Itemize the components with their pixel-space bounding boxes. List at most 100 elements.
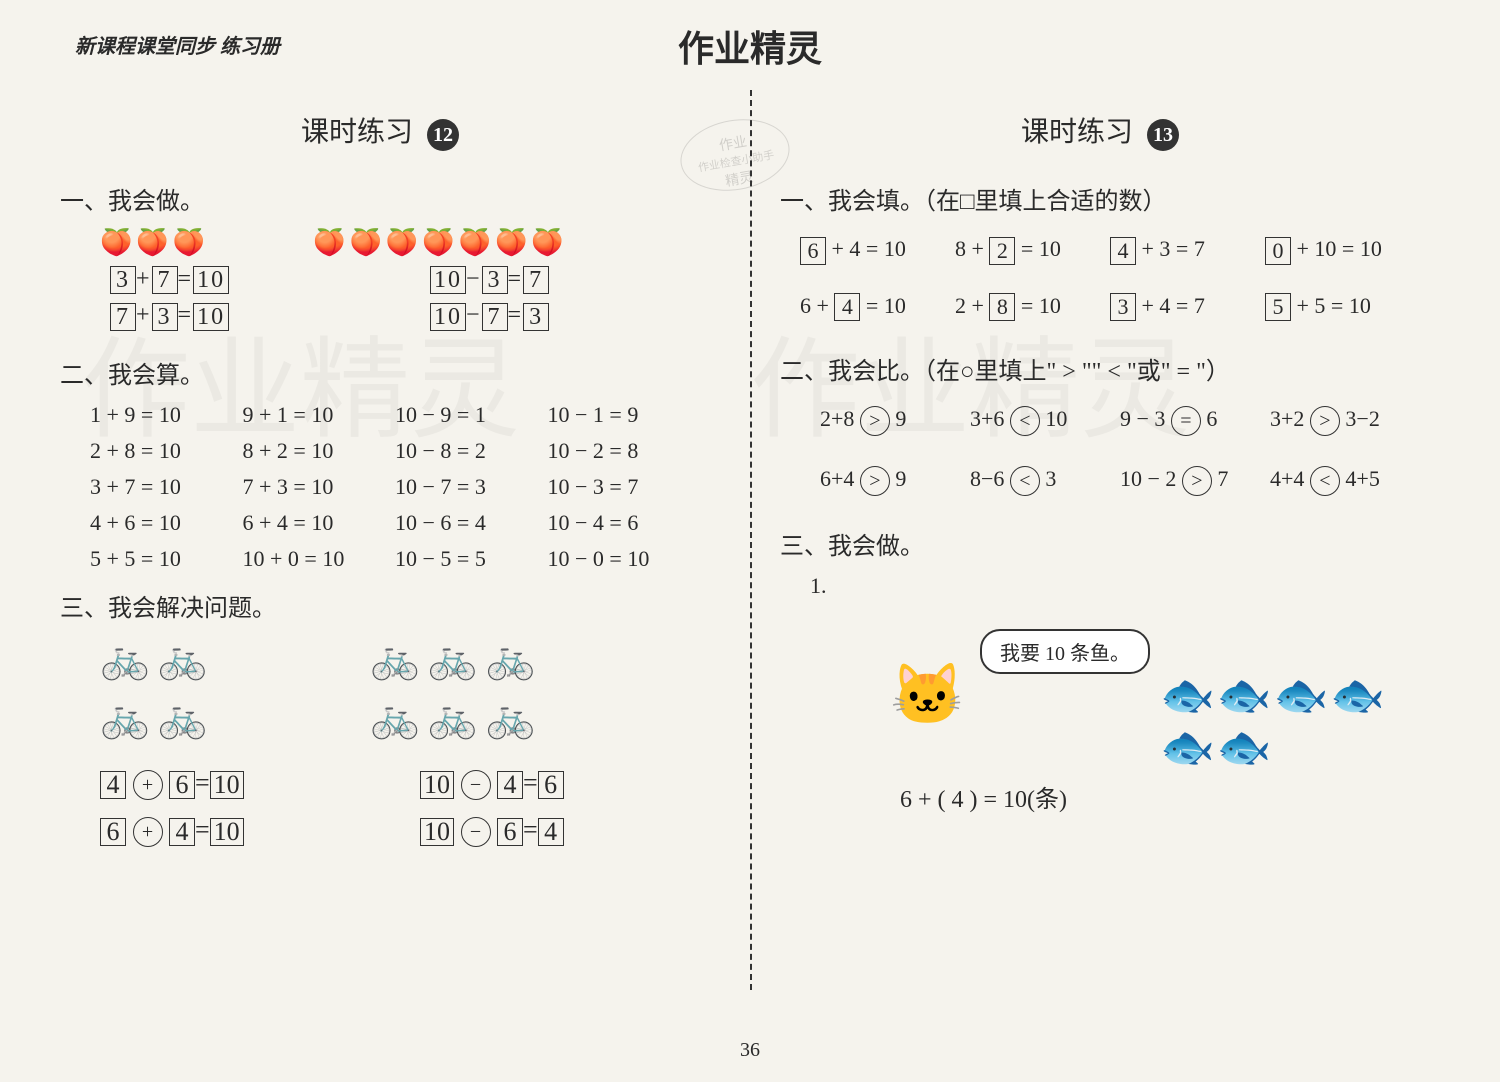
bike-icon: 🚲: [100, 694, 150, 741]
fill-text: = 10: [1015, 236, 1060, 261]
calc-answer: 10: [627, 546, 649, 571]
answer-box: 4: [497, 771, 523, 799]
page-number: 36: [740, 1039, 760, 1062]
calc-cell: 10 − 1 = 9: [548, 402, 701, 428]
cmp-left: 8−6: [970, 467, 1010, 492]
fill-text: 2 +: [955, 293, 989, 318]
cmp-left: 2+8: [820, 407, 860, 432]
calc-question: 10 − 3 =: [548, 474, 628, 499]
answer-box: 4: [538, 818, 564, 846]
compare-circle: <: [1010, 406, 1040, 436]
calc-cell: 8 + 2 = 10: [243, 438, 396, 464]
calc-cell: 5 + 5 = 10: [90, 546, 243, 572]
compare-item: 10 − 2 > 7: [1120, 466, 1270, 496]
calc-answer: 10: [159, 402, 181, 427]
fill-item: 2 + 8 = 10: [955, 293, 1110, 322]
calc-cell: 6 + 4 = 10: [243, 510, 396, 536]
calc-cell: 10 − 5 = 5: [395, 546, 548, 572]
equation: 10 − 6=4: [420, 815, 700, 847]
calc-cell: 3 + 7 = 10: [90, 474, 243, 500]
calc-question: 10 + 0 =: [243, 546, 323, 571]
cmp-right: 3: [1040, 467, 1057, 492]
answer-box: 3: [152, 303, 178, 331]
eq: =: [178, 266, 194, 292]
calc-answer: 5: [475, 546, 486, 571]
calc-question: 10 − 2 =: [548, 438, 628, 463]
calc-answer: 10: [311, 438, 333, 463]
answer-box: 2: [989, 237, 1015, 265]
answer-box: 4: [1110, 237, 1136, 265]
compare-circle: >: [1310, 406, 1340, 436]
eq: =: [523, 768, 538, 797]
fish-icon: 🐟: [1160, 721, 1215, 773]
cmp-right: 10: [1040, 407, 1068, 432]
calc-cell: 9 + 1 = 10: [243, 402, 396, 428]
compare-grid: 2+8 > 93+6 < 109 − 3 = 63+2 > 3−26+4 > 9…: [820, 406, 1420, 496]
compare-item: 3+6 < 10: [970, 406, 1120, 436]
fish-icon: 🐟: [1217, 669, 1272, 721]
calc-answer: 10: [311, 402, 333, 427]
cmp-left: 10 − 2: [1120, 467, 1182, 492]
cmp-left: 6+4: [820, 467, 860, 492]
fill-item: 4 + 3 = 7: [1110, 236, 1265, 265]
fish-icon: 🐟: [1274, 669, 1329, 721]
equation: 7+3=10: [110, 302, 380, 330]
fill-grid: 6 + 4 = 108 + 2 = 104 + 3 = 70 + 10 = 10…: [800, 236, 1420, 322]
calc-question: 5 + 5 =: [90, 546, 159, 571]
calc-answer: 10: [159, 474, 181, 499]
answer-box: 4: [834, 293, 860, 321]
lesson-label: 课时练习: [301, 117, 413, 148]
right-page: 课时练习 13 一、我会填。（在□里填上合适的数） 6 + 4 = 108 + …: [780, 110, 1420, 814]
cmp-right: 6: [1201, 407, 1218, 432]
calc-question: 10 − 4 =: [548, 510, 628, 535]
peach-icon: 🍑: [350, 228, 382, 258]
bike-icon: 🚲: [370, 694, 420, 741]
fish-row: 🐟🐟🐟🐟🐟🐟: [1160, 669, 1420, 773]
calc-answer: 10: [159, 546, 181, 571]
peach-icon: 🍑: [531, 228, 563, 258]
fill-text: 8 +: [955, 236, 989, 261]
calc-cell: 10 + 0 = 10: [243, 546, 396, 572]
calc-cell: 10 − 0 = 10: [548, 546, 701, 572]
lesson-number-badge: 13: [1147, 119, 1179, 151]
calc-question: 10 − 6 =: [395, 510, 475, 535]
bike-icon: 🚲: [100, 635, 150, 682]
equation: 4 + 6=10: [100, 768, 380, 800]
compare-circle: <: [1310, 466, 1340, 496]
eq-text: ) = 10(条): [964, 787, 1068, 813]
calc-answer: 10: [159, 510, 181, 535]
bike-row: 🚲🚲🚲: [370, 635, 700, 682]
answer-box: 6: [800, 237, 826, 265]
section-3-head: 三、我会解决问题。: [60, 588, 700, 623]
peach-icon: 🍑: [386, 228, 418, 258]
compare-circle: =: [1171, 406, 1201, 436]
calc-cell: 10 − 7 = 3: [395, 474, 548, 500]
answer-box: 3: [523, 303, 549, 331]
eq: =: [195, 815, 210, 844]
equation: 10 − 4=6: [420, 768, 700, 800]
page-divider: [750, 90, 752, 990]
bike-icon: 🚲: [370, 635, 420, 682]
answer-box: 6: [538, 771, 564, 799]
op-circle: −: [461, 817, 491, 847]
calc-answer: 2: [475, 438, 486, 463]
calc-answer: 4: [475, 510, 486, 535]
calc-question: 10 − 5 =: [395, 546, 475, 571]
calc-cell: 4 + 6 = 10: [90, 510, 243, 536]
answer-box: 3: [110, 266, 136, 294]
lesson-title: 课时练习 13: [780, 110, 1420, 151]
calc-cell: 2 + 8 = 10: [90, 438, 243, 464]
calc-answer: 10: [311, 510, 333, 535]
answer-box: 6: [169, 771, 195, 799]
section-2-head: 二、我会算。: [60, 355, 700, 390]
lesson-title: 课时练习 12: [60, 110, 700, 151]
compare-circle: >: [860, 466, 890, 496]
book-title: 新课程课堂同步 练习册: [75, 30, 280, 59]
bike-icon: 🚲: [486, 635, 536, 682]
calc-question: 10 − 9 =: [395, 402, 475, 427]
equation: 10−7=3: [430, 302, 700, 330]
left-page: 课时练习 12 一、我会做。 🍑🍑🍑 🍑🍑🍑🍑🍑🍑🍑 3+7=10 7+3=10…: [60, 110, 700, 862]
cmp-left: 4+4: [1270, 467, 1310, 492]
bike-row: 🚲🚲: [100, 635, 370, 682]
eq: =: [508, 302, 524, 328]
